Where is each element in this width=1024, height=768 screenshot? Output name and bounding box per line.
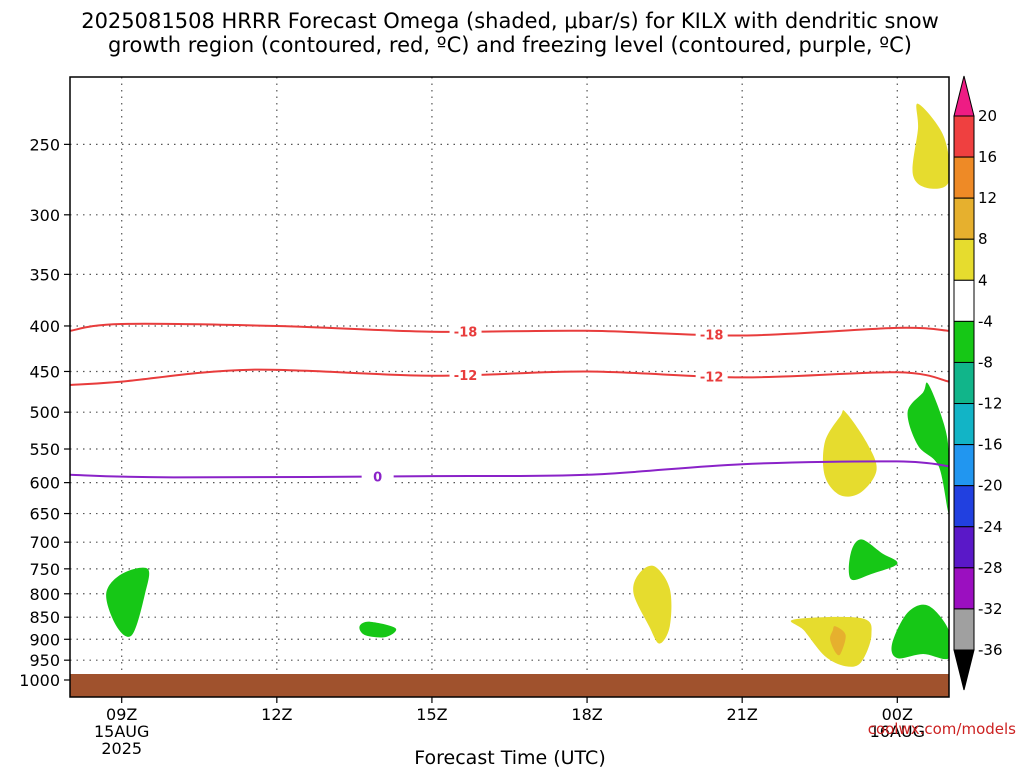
colorbar-segment [953,320,975,363]
terrain-ground [70,674,949,697]
omega-region-5 [106,567,150,637]
y-tick-label: 600 [29,474,60,493]
contour-dendritic-lower [70,368,949,386]
colorbar-segment [953,403,975,446]
colorbar-tick-label: -8 [978,353,993,371]
omega-region-8 [907,382,949,514]
contour-label: -12 [454,369,478,384]
y-tick-label: 850 [29,608,60,627]
plot-frame [69,76,950,698]
y-tick-label: 550 [29,440,60,459]
contour-label-bg [695,368,728,385]
x-tick-date: 15AUG [94,722,149,741]
contour-label: -18 [700,329,724,344]
colorbar-tick-label: -4 [978,312,993,330]
colorbar-segment [953,485,975,528]
colorbar-tick-label: -16 [978,436,1003,454]
x-tick-label: 09Z [106,705,137,724]
y-axis-pressure-ticks: 250 300 350 400 450 500 550 600 650 700 750 800 850 9… [19,135,70,690]
colorbar-segment [953,156,975,199]
omega-region-2 [633,565,672,644]
contour-lines: -18 -18 -12 -12 0 [70,322,949,485]
x-axis-title: Forecast Time (UTC) [414,747,605,768]
colorbar-top-arrow [953,75,975,117]
y-tick-label: 900 [29,630,60,649]
y-tick-label: 1000 [19,671,60,690]
y-tick-label: 650 [29,505,60,524]
omega-region-6 [359,621,397,638]
colorbar-tick-label: -24 [978,518,1003,536]
omega-region-0 [912,103,949,189]
contour-label-bg [449,366,482,383]
omega-shading [106,103,949,667]
contour-label: -18 [454,326,478,341]
y-tick-label: 450 [29,362,60,381]
y-tick-label: 350 [29,265,60,284]
y-tick-label: 750 [29,560,60,579]
chart-title-line-1: 2025081508 HRRR Forecast Omega (shaded, … [81,9,939,33]
plot-area: -18 -18 -12 -12 0 [69,76,950,698]
omega-region-7 [848,539,898,581]
y-tick-label: 950 [29,651,60,670]
contour-label-bg [449,323,482,340]
x-tick-label: 21Z [727,705,758,724]
y-tick-label: 800 [29,585,60,604]
contour-label-bg [695,326,728,343]
colorbar-tick-label: -36 [978,641,1003,659]
colorbar-segment [953,526,975,569]
y-tick-label: 700 [29,533,60,552]
y-tick-label: 250 [29,135,60,154]
colorbar-tick-label: -28 [978,559,1003,577]
omega-region-1 [822,410,877,497]
omega-region-9 [891,604,949,660]
colorbar-bottom-arrow [953,649,975,691]
omega-region-4 [830,626,846,656]
colorbar-segment [953,197,975,240]
contour-dendritic-upper [70,322,949,337]
colorbar-tick-label: 8 [978,230,988,248]
colorbar-tick-label: 4 [978,271,988,289]
colorbar-segment [953,361,975,405]
colorbar-tick-label: -32 [978,600,1003,618]
colorbar-segment [953,279,975,322]
y-tick-label: 400 [29,317,60,336]
contour-label: -12 [700,370,724,385]
x-tick-label: 15Z [416,705,447,724]
plot-background [70,77,949,697]
colorbar-tick-label: 20 [978,107,997,125]
colorbar-tick-label: -20 [978,477,1003,495]
x-tick-date: 16AUG [870,722,925,741]
contour-label-bg [361,468,394,485]
x-tick-label: 00Z [882,705,913,724]
colorbar-segment [953,608,975,651]
x-tick-year: 2025 [101,739,142,758]
y-tick-label: 300 [29,206,60,225]
colorbar-segment [953,444,975,487]
colorbar-segment [953,238,975,281]
colorbar: 20 16 12 8 4 -4 -8 -12 -16 -20 -24 -28 -32 -36 [953,75,1003,691]
colorbar-tick-label: -12 [978,395,1003,413]
colorbar-segment [953,567,975,610]
x-tick-label: 12Z [261,705,292,724]
colorbar-tick-label: 12 [978,189,997,207]
x-tick-label: 18Z [571,705,602,724]
colorbar-segment [953,115,975,158]
y-tick-label: 500 [29,403,60,422]
contour-freezing-level [70,460,949,479]
credit-site[interactable]: coolwx.com/models [868,720,1016,738]
contour-label: 0 [373,470,382,485]
colorbar-tick-label: 16 [978,148,997,166]
chart-title-line-2: growth region (contoured, red, ºC) and f… [108,33,912,57]
